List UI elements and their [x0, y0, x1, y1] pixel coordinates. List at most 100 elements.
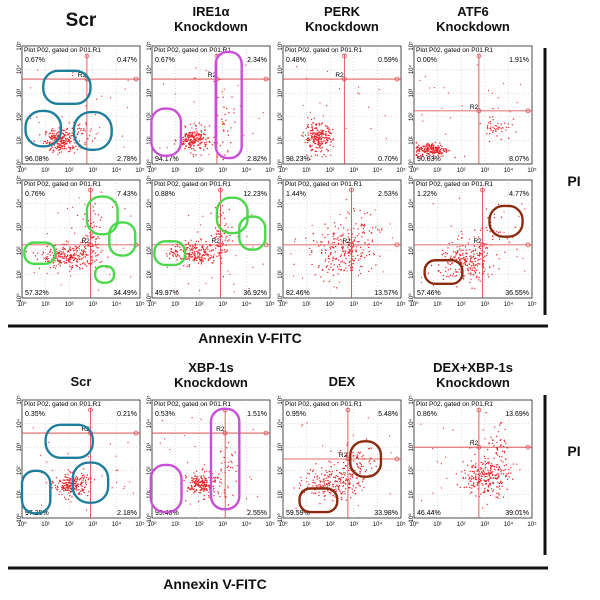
event-dot	[454, 268, 457, 271]
event-dot	[307, 134, 310, 136]
event-dot	[219, 450, 222, 453]
event-dot	[56, 252, 59, 254]
quadrant-lower-right-pct: 2.82%	[247, 156, 267, 163]
event-dot	[65, 131, 67, 133]
event-dot	[202, 468, 204, 470]
event-dot	[423, 145, 426, 147]
event-dot	[455, 251, 457, 253]
event-dot	[59, 250, 61, 252]
region-label: R2	[81, 238, 90, 245]
event-dot	[334, 496, 336, 498]
event-dot	[469, 492, 471, 495]
event-dot	[342, 482, 345, 484]
event-dot	[340, 268, 343, 271]
event-dot	[316, 147, 318, 149]
event-dot	[314, 132, 317, 134]
event-dot	[223, 88, 225, 90]
event-dot	[95, 245, 97, 247]
event-dot	[486, 133, 488, 135]
event-dot	[215, 233, 217, 235]
event-dot	[316, 154, 319, 157]
event-dot	[471, 261, 474, 263]
event-dot	[327, 131, 330, 133]
event-dot	[337, 242, 340, 244]
annotation-outline-teal	[72, 110, 113, 152]
event-dot	[467, 269, 469, 272]
event-dot	[500, 471, 502, 473]
event-dot	[505, 129, 507, 131]
event-dot	[70, 501, 72, 503]
event-dot	[55, 137, 57, 139]
event-dot	[495, 254, 498, 256]
event-dot	[72, 247, 74, 250]
event-dot	[192, 479, 194, 481]
event-dot	[363, 223, 366, 226]
event-dot	[59, 480, 62, 483]
event-dot	[130, 215, 132, 217]
event-dot	[212, 249, 215, 251]
gate-header: Plot P02, gated on P01.R1	[416, 181, 493, 188]
event-dot	[61, 116, 63, 118]
event-dot	[487, 122, 490, 124]
event-dot	[472, 267, 474, 269]
event-dot	[495, 474, 497, 476]
event-dot	[367, 417, 369, 419]
event-dot	[323, 140, 325, 143]
event-dot	[305, 477, 307, 479]
event-dot	[191, 481, 193, 484]
event-dot	[74, 142, 76, 144]
event-dot	[431, 510, 433, 512]
event-dot	[471, 287, 473, 289]
x-tick-label: 10⁵	[135, 301, 145, 308]
event-dot	[183, 143, 185, 145]
event-dot	[227, 461, 230, 464]
event-dot	[490, 122, 492, 125]
event-dot	[159, 147, 161, 149]
event-dot	[465, 486, 468, 488]
event-dot	[84, 213, 86, 215]
event-dot	[206, 253, 209, 255]
event-dot	[219, 145, 221, 147]
event-dot	[65, 498, 67, 501]
event-dot	[54, 260, 56, 262]
event-dot	[359, 468, 362, 470]
event-dot	[188, 264, 191, 266]
event-dot	[51, 132, 53, 135]
event-dot	[121, 135, 124, 137]
event-dot	[479, 473, 481, 475]
event-dot	[322, 136, 324, 139]
event-dot	[224, 251, 227, 253]
event-dot	[227, 270, 229, 272]
panel-top-row1-ATF6: 10⁰ 10¹ 10² 10³ 10⁴ 10⁵10⁰10¹10²10³10⁴10⁵R2Pl…	[408, 41, 537, 174]
event-dot	[332, 145, 335, 148]
event-dot	[503, 231, 505, 233]
event-dot	[67, 453, 69, 455]
event-dot	[194, 480, 196, 483]
event-dot	[78, 491, 80, 494]
event-dot	[496, 473, 498, 475]
event-dot	[227, 485, 229, 487]
event-dot	[432, 148, 434, 150]
event-dot	[54, 146, 56, 149]
event-dot	[99, 226, 101, 229]
event-dot	[475, 495, 477, 497]
event-dot	[69, 148, 72, 151]
event-dot	[49, 132, 52, 134]
event-dot	[202, 474, 205, 477]
event-dot	[204, 133, 206, 136]
event-dot	[78, 267, 81, 269]
event-dot	[186, 256, 188, 258]
event-dot	[198, 139, 200, 142]
event-dot	[205, 282, 207, 285]
event-dot	[92, 221, 95, 224]
event-dot	[58, 259, 60, 261]
event-dot	[469, 480, 471, 483]
event-dot	[45, 258, 47, 260]
event-dot	[500, 444, 502, 446]
event-dot	[458, 248, 461, 250]
event-dot	[459, 245, 461, 248]
event-dot	[53, 139, 56, 142]
event-dot	[358, 86, 360, 88]
event-dot	[91, 227, 94, 229]
event-dot	[475, 269, 478, 272]
